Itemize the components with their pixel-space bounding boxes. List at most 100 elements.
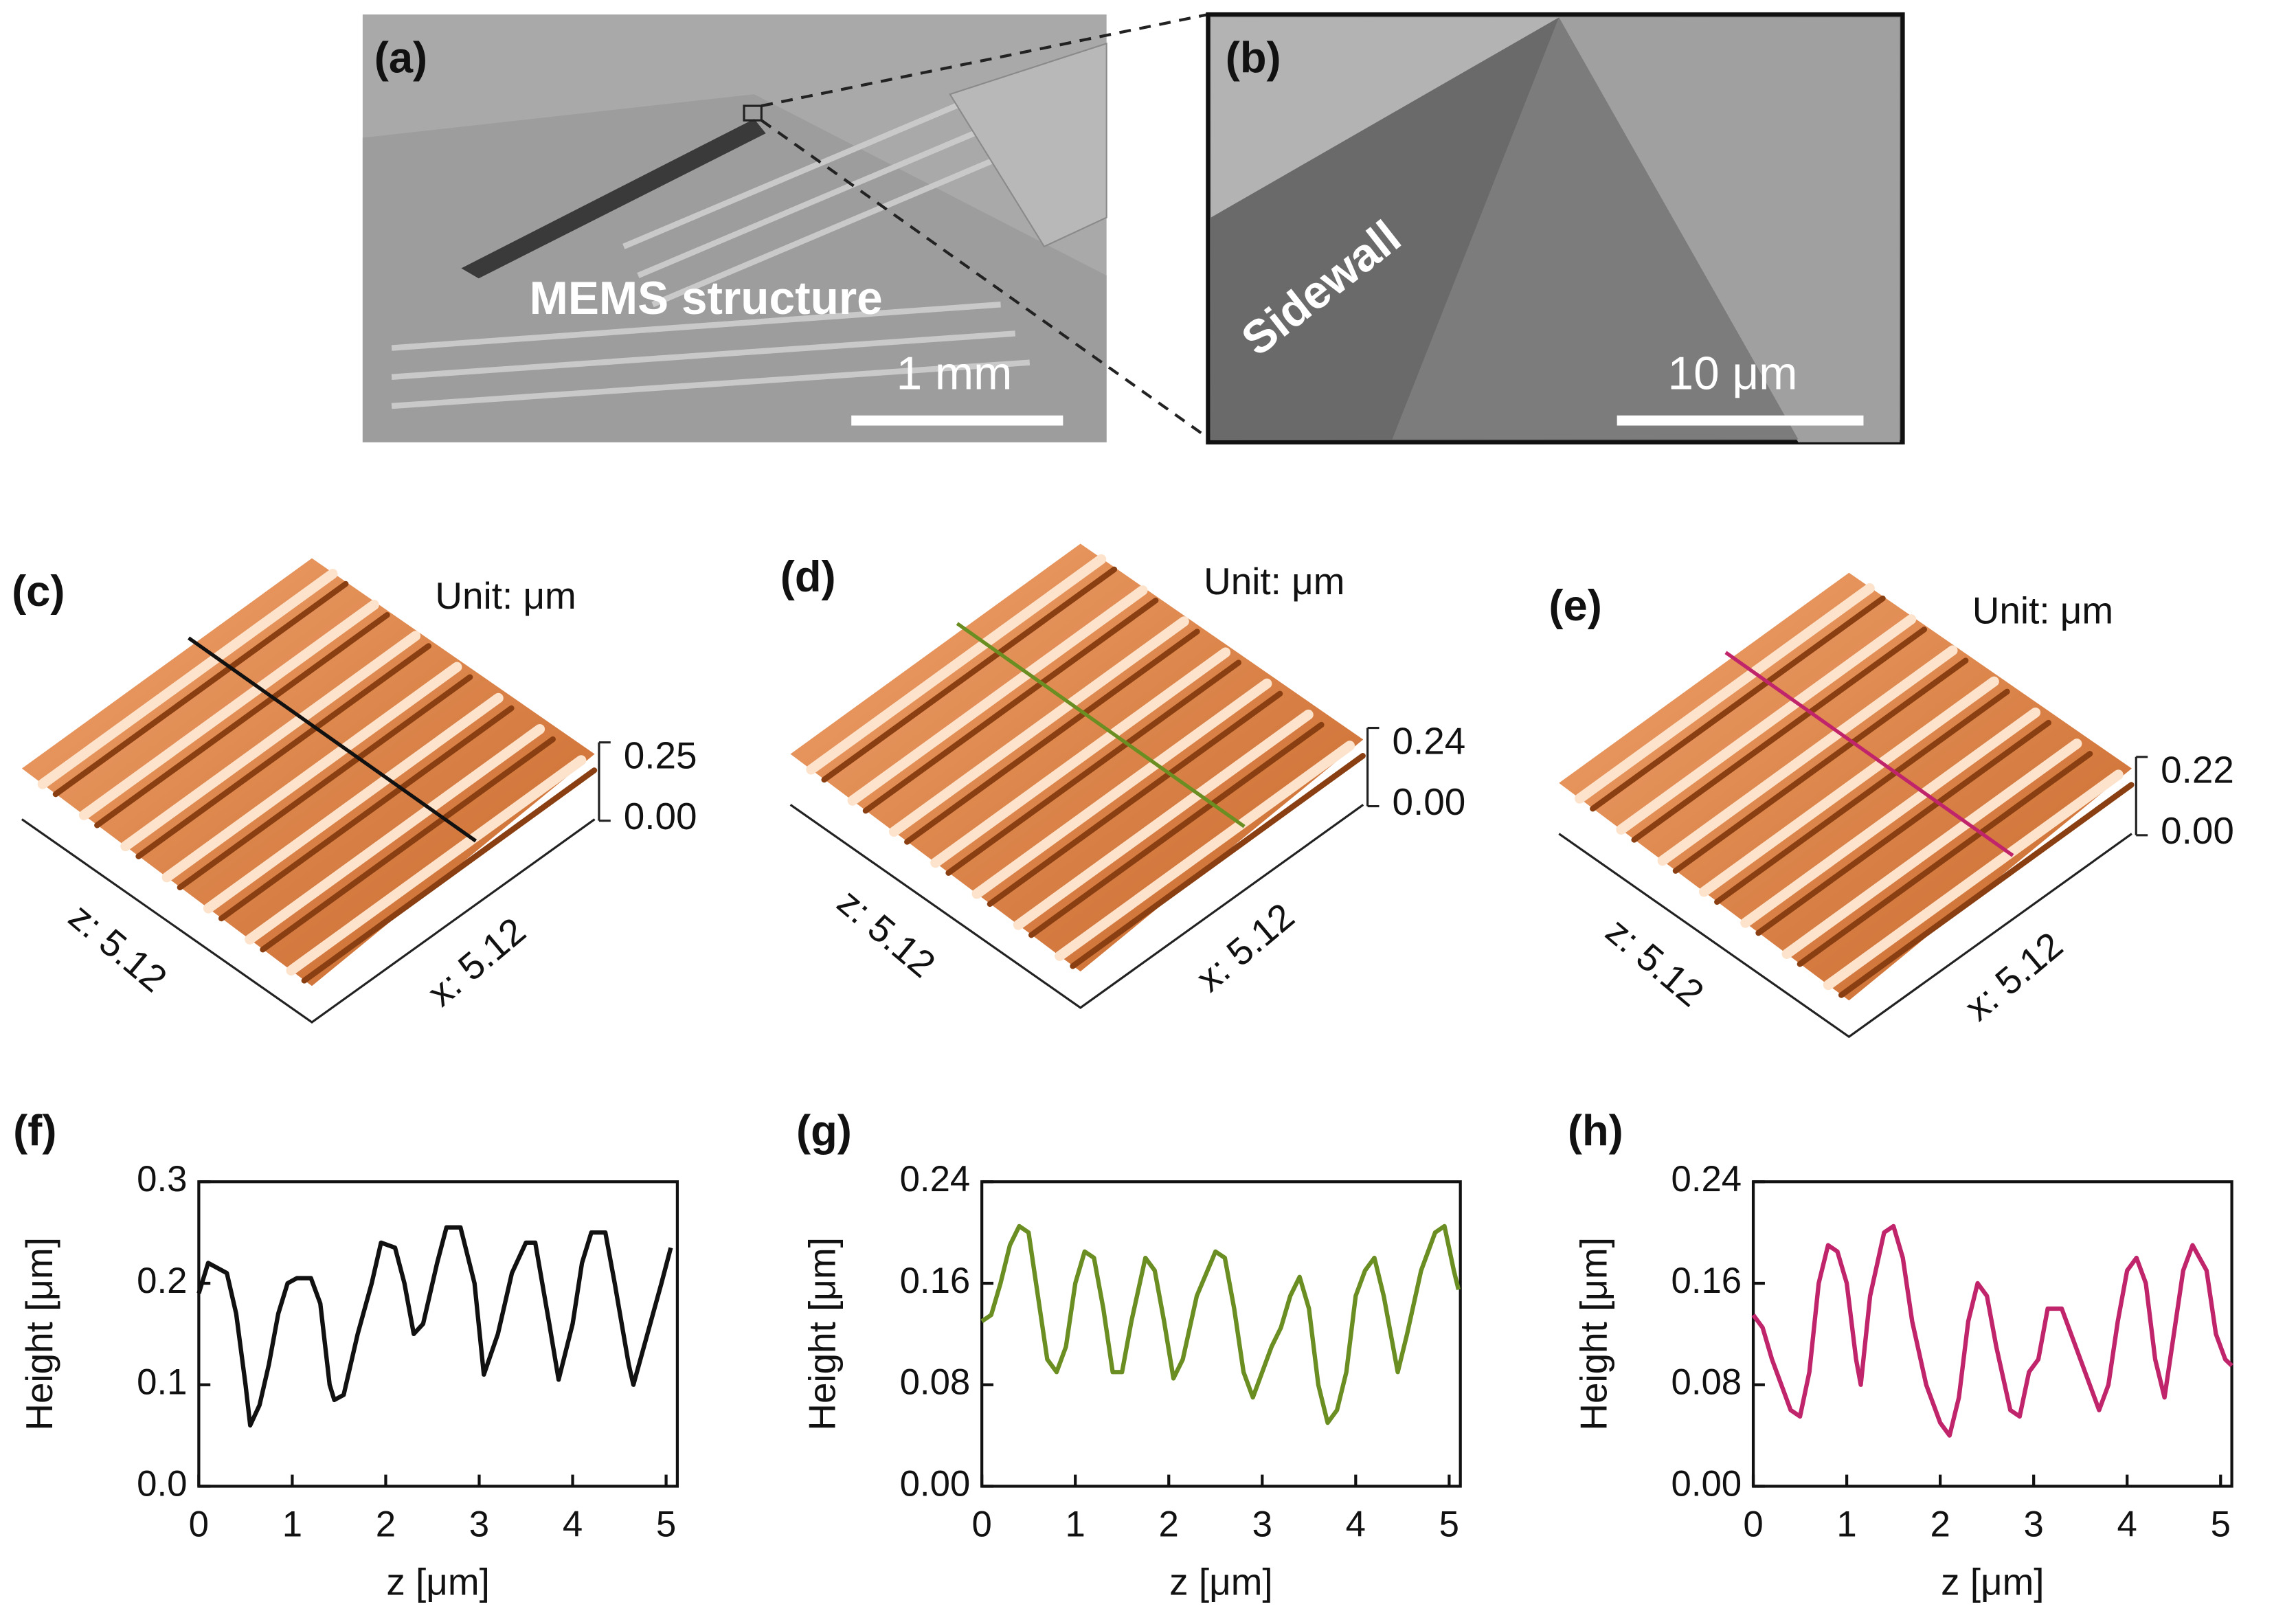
- ridge-shadow: [301, 767, 598, 984]
- ridge-shadow: [1838, 782, 2135, 998]
- height-top: 0.24: [1392, 719, 1465, 762]
- sem-image-b: [1206, 12, 1905, 444]
- y-tick-label: 0.16: [1671, 1261, 1742, 1301]
- data-line: [980, 1223, 1461, 1425]
- y-tick-label: 0.0: [137, 1463, 187, 1504]
- ridge: [203, 692, 504, 914]
- x-tick-label: 5: [656, 1504, 676, 1545]
- ridge: [1013, 709, 1314, 930]
- ridge: [806, 554, 1107, 775]
- ridge: [1698, 676, 1999, 897]
- plot-frame: [980, 1180, 1462, 1488]
- x-tick-label: 0: [1743, 1504, 1763, 1545]
- ridge-shadow: [821, 566, 1118, 783]
- height-top: 0.22: [2161, 749, 2234, 791]
- z-axis-label: z: 5.12: [1598, 910, 1712, 1015]
- panel-label: (e): [1549, 582, 1601, 630]
- x-tick-label: 3: [1252, 1504, 1272, 1545]
- height-bottom: 0.00: [2161, 809, 2234, 852]
- x-axis-label: x: 5.12: [1957, 923, 2071, 1028]
- x-tick-label: 2: [1930, 1504, 1950, 1545]
- height-bottom: 0.00: [624, 795, 697, 837]
- height-top: 0.25: [624, 734, 697, 776]
- x-axis-label: z [μm]: [1169, 1561, 1272, 1603]
- x-tick-label: 5: [2211, 1504, 2231, 1545]
- ridge: [286, 755, 587, 976]
- afm-surface: (c) Unit: μm 0.25 0.00 z: 5.12 x: 5.12: [12, 558, 697, 1024]
- ridge-shadow: [177, 674, 473, 890]
- ridge: [971, 678, 1272, 899]
- ridge-shadow: [987, 690, 1283, 907]
- x-axis-label: x: 5.12: [1188, 894, 1302, 1000]
- ridge-shadow: [904, 629, 1200, 845]
- data-line: [1751, 1223, 2233, 1438]
- chart: 0.00 0.08 0.16 0.24 0 1 2 3 4 5 (h) z [μm] Height [μ…: [1568, 1107, 2233, 1603]
- x-tick-label: 4: [1346, 1504, 1366, 1545]
- plot-frame: [197, 1180, 679, 1488]
- y-tick-label: 0.08: [1671, 1362, 1742, 1403]
- x-tick-label: 2: [376, 1504, 396, 1545]
- x-axis-label: x: 5.12: [420, 909, 534, 1014]
- unit-label: Unit: μm: [1972, 589, 2113, 631]
- ridge-shadow: [862, 597, 1159, 814]
- y-axis-label: Height [μm]: [801, 1237, 844, 1431]
- ridge-shadow: [1070, 753, 1366, 969]
- y-axis-label: Height [μm]: [18, 1237, 60, 1431]
- ridge-shadow: [1590, 595, 1886, 812]
- y-tick-label: 0.00: [900, 1463, 971, 1504]
- ridge: [1781, 738, 2082, 959]
- panel-label: (b): [1226, 34, 1281, 82]
- z-axis-label: z: 5.12: [829, 880, 943, 985]
- panel-label: (g): [796, 1107, 852, 1155]
- y-tick-label: 0.24: [900, 1159, 971, 1199]
- panel-label: (c): [12, 567, 65, 616]
- unit-label: Unit: μm: [1204, 560, 1344, 602]
- profile-line: [956, 622, 1246, 828]
- ridge: [78, 600, 379, 820]
- x-tick-label: 0: [971, 1504, 991, 1545]
- zoom-lines: [761, 13, 1209, 440]
- ridge: [1657, 645, 1958, 866]
- x-tick-label: 5: [1439, 1504, 1459, 1545]
- x-tick-label: 3: [469, 1504, 489, 1545]
- data-line: [196, 1225, 673, 1428]
- y-tick-label: 0.00: [1671, 1463, 1742, 1504]
- y-tick-label: 0.2: [137, 1261, 187, 1301]
- afm-surface: (d) Unit: μm 0.24 0.00 z: 5.12 x: 5.12: [780, 543, 1465, 1009]
- y-tick-label: 0.3: [137, 1159, 187, 1199]
- y-tick-label: 0.08: [900, 1362, 971, 1403]
- y-axis-label: Height [μm]: [1573, 1237, 1615, 1431]
- ridge: [847, 585, 1148, 806]
- x-tick-label: 1: [1836, 1504, 1856, 1545]
- ridge-shadow: [1755, 719, 2051, 936]
- chart: 0.0 0.1 0.2 0.3 0 1 2 3 4 5 (f) z [μm] Height [μm]: [13, 1107, 679, 1603]
- chart: 0.00 0.08 0.16 0.24 0 1 2 3 4 5 (g) z [μm] Height [μ…: [796, 1107, 1462, 1603]
- x-axis-label: z [μm]: [1941, 1561, 2044, 1603]
- ridge-shadow: [1028, 721, 1325, 938]
- ridge-shadow: [52, 580, 349, 798]
- ridge-shadow: [94, 612, 390, 828]
- ridge: [1823, 769, 2124, 991]
- z-axis-label: z: 5.12: [61, 895, 175, 1000]
- scale-label: 1 mm: [897, 348, 1013, 400]
- ridge: [120, 631, 421, 852]
- unit-label: Unit: μm: [435, 574, 576, 617]
- height-bottom: 0.00: [1392, 780, 1465, 823]
- ridge: [37, 568, 338, 789]
- ridge: [888, 616, 1189, 837]
- panel-label: (a): [374, 34, 427, 82]
- profile-line: [188, 636, 477, 843]
- ridge-shadow: [1631, 627, 1928, 843]
- ridge: [1616, 614, 1917, 835]
- axis-line: [21, 818, 596, 1024]
- x-tick-label: 4: [2117, 1504, 2137, 1545]
- profile-line: [1724, 651, 2014, 857]
- sem-image-a: [362, 14, 1107, 442]
- ridge-shadow: [945, 659, 1241, 876]
- x-tick-label: 4: [563, 1504, 583, 1545]
- x-tick-label: 1: [282, 1504, 302, 1545]
- scale-label: 10 μm: [1668, 348, 1798, 400]
- panel-label: (d): [780, 553, 836, 601]
